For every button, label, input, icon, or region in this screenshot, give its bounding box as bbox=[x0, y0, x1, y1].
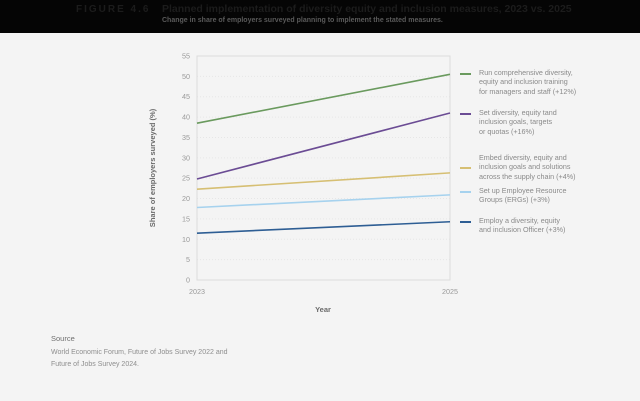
y-tick-label: 15 bbox=[182, 214, 190, 223]
gridlines bbox=[197, 75, 450, 261]
x-axis-ticks: 2023 2025 bbox=[189, 287, 458, 296]
legend-swatch-icon bbox=[460, 167, 471, 169]
y-tick-label: 30 bbox=[182, 153, 190, 162]
figure-header: FIGURE 4.6 Planned implementation of div… bbox=[0, 0, 640, 33]
x-tick-label: 2025 bbox=[442, 287, 458, 296]
source-text: World Economic Forum, Future of Jobs Sur… bbox=[51, 347, 291, 371]
y-tick-label: 25 bbox=[182, 174, 190, 183]
legend-label: Set up Employee Resource Groups (ERGs) (+… bbox=[479, 186, 567, 205]
legend-label: Employ a diversity, equity and inclusion … bbox=[479, 216, 566, 235]
legend-swatch-icon bbox=[460, 191, 471, 193]
plot-frame bbox=[196, 55, 451, 281]
series-line bbox=[196, 194, 451, 209]
series-lines bbox=[196, 73, 451, 234]
source-heading: Source bbox=[51, 334, 75, 343]
x-axis-label: Year bbox=[315, 305, 331, 314]
legend-item: Set diversity, equity tand inclusion goal… bbox=[460, 108, 609, 136]
figure-title: Planned implementation of diversity equi… bbox=[162, 3, 572, 15]
y-tick-label: 5 bbox=[186, 255, 190, 264]
legend-swatch-icon bbox=[460, 73, 471, 75]
series-line bbox=[196, 73, 451, 124]
legend-swatch-icon bbox=[460, 221, 471, 223]
legend-swatch-icon bbox=[460, 113, 471, 115]
series-line bbox=[196, 220, 451, 234]
y-tick-label: 45 bbox=[182, 92, 190, 101]
y-tick-label: 35 bbox=[182, 133, 190, 142]
series-line bbox=[196, 112, 451, 180]
y-axis-label: Share of employers surveyed (%) bbox=[148, 108, 157, 227]
legend-item: Set up Employee Resource Groups (ERGs) (+… bbox=[460, 186, 609, 205]
y-tick-label: 55 bbox=[182, 52, 190, 61]
figure-subtitle: Change in share of employers surveyed pl… bbox=[162, 17, 443, 24]
source-line: Future of Jobs Survey 2024. bbox=[51, 361, 139, 368]
x-tick-label: 2023 bbox=[189, 287, 205, 296]
y-tick-label: 0 bbox=[186, 276, 190, 285]
legend-item: Embed diversity, equity and inclusion goa… bbox=[460, 153, 609, 181]
legend-item: Run comprehensive diversity, equity and i… bbox=[460, 68, 609, 96]
series-line bbox=[196, 172, 451, 190]
y-tick-label: 50 bbox=[182, 72, 190, 81]
y-tick-label: 20 bbox=[182, 194, 190, 203]
legend-label: Run comprehensive diversity, equity and i… bbox=[479, 68, 577, 96]
legend-item: Employ a diversity, equity and inclusion … bbox=[460, 216, 609, 235]
source-line: World Economic Forum, Future of Jobs Sur… bbox=[51, 349, 228, 356]
y-tick-label: 40 bbox=[182, 113, 190, 122]
y-axis-ticks: 0 5 10 15 20 25 30 35 40 45 50 55 bbox=[182, 52, 190, 285]
y-tick-label: 10 bbox=[182, 235, 190, 244]
figure-label: FIGURE 4.6 bbox=[76, 4, 151, 15]
legend-label: Set diversity, equity tand inclusion goal… bbox=[479, 108, 557, 136]
legend-label: Embed diversity, equity and inclusion goa… bbox=[479, 153, 576, 181]
